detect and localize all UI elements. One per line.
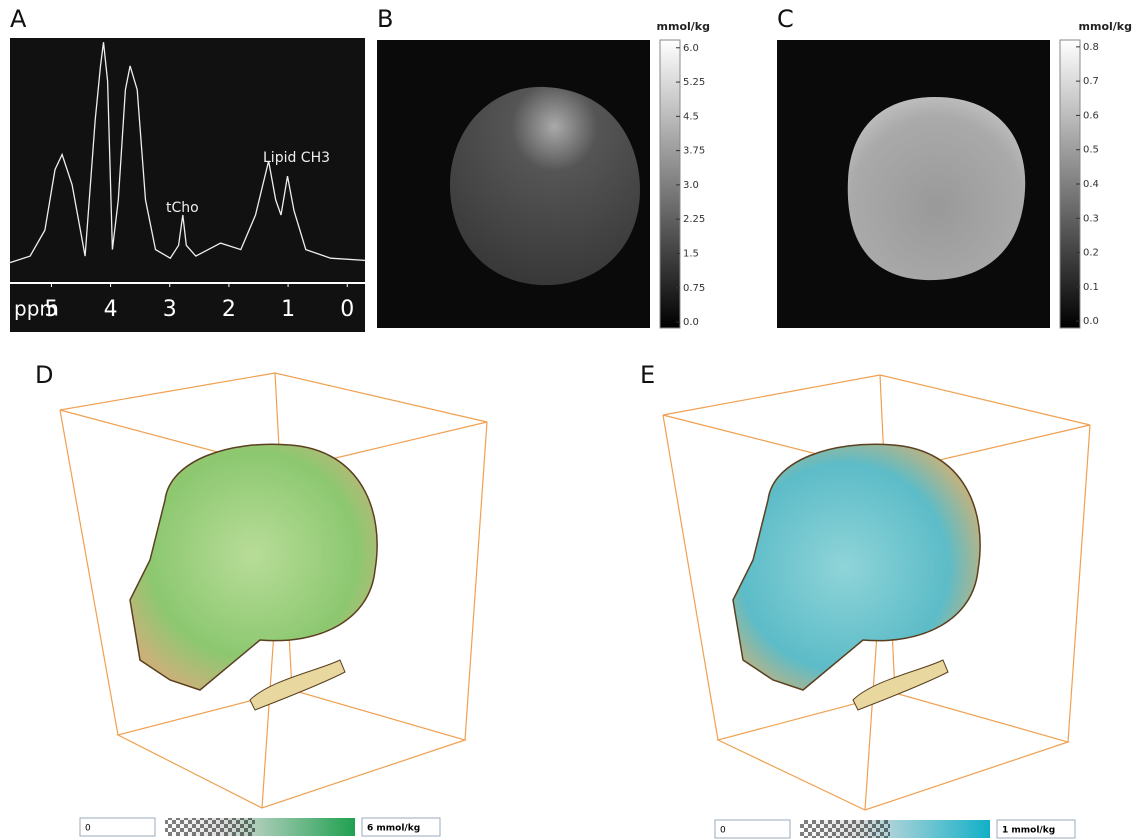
panel-e: E 0 1 mmol/kg bbox=[640, 361, 1091, 839]
map-blob bbox=[450, 86, 640, 286]
panel-letter: A bbox=[10, 5, 27, 33]
max-box bbox=[996, 819, 1076, 839]
x-tick-label: 1 bbox=[281, 297, 295, 322]
annotation: tCho bbox=[166, 200, 199, 216]
max-box bbox=[361, 817, 441, 837]
x-tick-label: 4 bbox=[104, 297, 118, 322]
colorbar-tick-label: 0.0 bbox=[683, 317, 699, 328]
colorbar-tick-label: 0.0 bbox=[1083, 316, 1099, 327]
brain-surface bbox=[249, 659, 346, 711]
colorbar-tick-label: 0.4 bbox=[1083, 179, 1099, 190]
max-label: 1 mmol/kg bbox=[1002, 826, 1055, 836]
brain-surface bbox=[129, 443, 378, 691]
panel-c: C mmol/kg bbox=[777, 5, 1132, 329]
panel-b: B mmol/kg bbox=[377, 5, 710, 329]
colorbar-pattern bbox=[800, 820, 890, 838]
min-box bbox=[714, 819, 791, 839]
colorbar-tick-label: 0.7 bbox=[1083, 76, 1099, 87]
map-blob bbox=[847, 97, 1026, 281]
panel-letter: C bbox=[777, 5, 794, 33]
colorbar-tick-label: 5.25 bbox=[683, 77, 705, 88]
min-label: 0 bbox=[720, 826, 726, 836]
x-tick-label: 5 bbox=[44, 297, 58, 322]
max-label: 6 mmol/kg bbox=[367, 824, 420, 834]
unit: mmol/kg bbox=[1079, 20, 1132, 33]
colorbar-tick-label: 0.2 bbox=[1083, 248, 1099, 259]
x-tick-label: 0 bbox=[340, 297, 354, 322]
panel-letter: D bbox=[35, 361, 53, 389]
colorbar-tick-label: 0.75 bbox=[683, 283, 705, 294]
colorbar-tick-label: 0.6 bbox=[1083, 110, 1099, 121]
axis-label: ppm bbox=[14, 297, 59, 321]
colorbar-tick-label: 2.25 bbox=[683, 214, 705, 225]
colorbar-tick-label: 1.5 bbox=[683, 248, 699, 259]
spectrum-bg bbox=[10, 38, 365, 332]
panel-d: D 0 6 mmol/kg bbox=[35, 361, 488, 837]
panel-a: A ppm tCho Lipid CH3 bbox=[10, 5, 365, 332]
colorbar-tick-label: 0.5 bbox=[1083, 145, 1099, 156]
annotation: Lipid CH3 bbox=[263, 150, 330, 166]
x-tick-label: 2 bbox=[222, 297, 236, 322]
panel-letter: E bbox=[640, 361, 655, 389]
min-label: 0 bbox=[85, 824, 91, 834]
brain-surface bbox=[852, 659, 949, 711]
colorbar bbox=[659, 39, 681, 329]
colorbar-tick-label: 3.0 bbox=[683, 180, 699, 191]
unit: mmol/kg bbox=[657, 20, 710, 33]
colorbar-tick-label: 4.5 bbox=[683, 111, 699, 122]
panel-letter: B bbox=[377, 5, 393, 33]
spectrum-line bbox=[9, 42, 366, 264]
colorbar-tick-label: 0.1 bbox=[1083, 282, 1099, 293]
brain-surface bbox=[732, 443, 981, 691]
colorbar-tick-label: 0.3 bbox=[1083, 213, 1099, 224]
colorbar-tick-label: 0.8 bbox=[1083, 42, 1099, 53]
colorbar-pattern bbox=[165, 818, 255, 836]
x-tick-label: 3 bbox=[163, 297, 177, 322]
min-box bbox=[79, 817, 156, 837]
colorbar-tick-label: 6.0 bbox=[683, 43, 699, 54]
colorbar-tick-label: 3.75 bbox=[683, 146, 705, 157]
